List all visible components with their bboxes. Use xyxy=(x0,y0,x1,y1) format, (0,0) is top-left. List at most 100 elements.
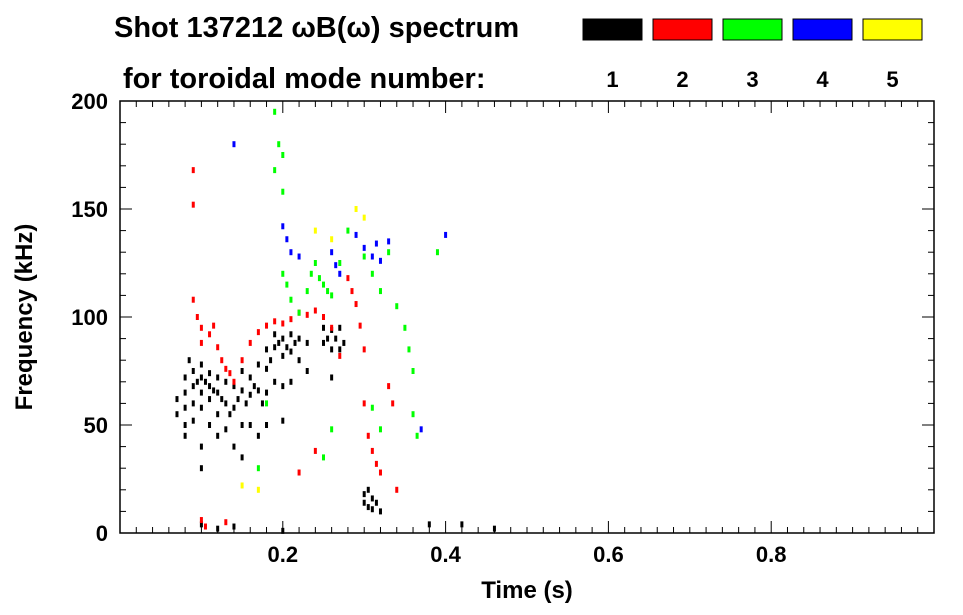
data-point-mode-1 xyxy=(199,465,203,472)
data-point-mode-1 xyxy=(427,521,431,528)
data-point-mode-2 xyxy=(387,383,391,390)
data-point-mode-1 xyxy=(183,404,187,411)
data-point-mode-3 xyxy=(281,152,285,158)
data-point-mode-2 xyxy=(378,469,382,476)
data-point-mode-2 xyxy=(232,378,236,385)
data-point-mode-1 xyxy=(460,521,464,528)
data-point-mode-1 xyxy=(212,387,216,394)
data-point-mode-3 xyxy=(387,249,391,256)
data-point-mode-3 xyxy=(326,288,330,295)
data-point-mode-2 xyxy=(199,324,203,331)
data-point-mode-1 xyxy=(208,396,212,403)
data-point-mode-1 xyxy=(342,339,346,346)
data-point-mode-3 xyxy=(378,426,382,433)
data-point-mode-1 xyxy=(248,374,252,381)
data-point-mode-1 xyxy=(305,339,309,346)
data-point-mode-1 xyxy=(281,335,285,342)
data-point-mode-4 xyxy=(370,253,374,260)
legend-swatch-2 xyxy=(652,18,713,41)
data-point-mode-3 xyxy=(313,260,317,266)
data-point-mode-5 xyxy=(330,236,334,243)
data-point-mode-1 xyxy=(224,378,228,385)
data-point-mode-2 xyxy=(350,288,354,295)
data-point-mode-3 xyxy=(407,346,411,353)
y-tick-label: 0 xyxy=(96,521,108,546)
data-point-mode-1 xyxy=(265,365,269,372)
data-point-mode-1 xyxy=(199,361,203,368)
data-point-mode-1 xyxy=(208,370,212,377)
data-point-mode-1 xyxy=(362,491,366,498)
data-point-mode-2 xyxy=(273,318,277,325)
data-point-mode-3 xyxy=(322,454,325,461)
data-point-mode-1 xyxy=(289,378,293,385)
data-point-mode-1 xyxy=(248,422,252,428)
data-point-mode-1 xyxy=(289,348,293,355)
data-point-mode-4 xyxy=(354,231,358,238)
data-point-mode-1 xyxy=(256,361,260,368)
data-point-mode-1 xyxy=(370,495,374,502)
data-point-mode-1 xyxy=(183,389,187,396)
data-point-mode-1 xyxy=(216,411,220,418)
data-point-mode-1 xyxy=(289,331,293,338)
x-tick-label: 0.6 xyxy=(593,542,624,567)
data-point-mode-1 xyxy=(330,346,334,353)
data-point-mode-1 xyxy=(175,411,179,418)
data-point-mode-2 xyxy=(358,322,362,329)
data-point-mode-3 xyxy=(309,270,313,277)
data-point-mode-4 xyxy=(419,426,423,433)
data-point-mode-3 xyxy=(338,260,342,266)
data-point-mode-1 xyxy=(273,331,277,338)
data-point-mode-3 xyxy=(411,411,415,418)
data-point-mode-2 xyxy=(224,365,228,372)
data-point-mode-2 xyxy=(289,316,293,323)
data-point-mode-4 xyxy=(334,262,338,269)
legend-label-4: 4 xyxy=(816,67,829,92)
data-point-mode-2 xyxy=(212,322,216,329)
data-point-mode-1 xyxy=(224,400,228,407)
data-point-mode-1 xyxy=(199,374,203,381)
data-point-mode-3 xyxy=(265,400,269,407)
data-point-mode-1 xyxy=(232,523,236,530)
data-point-mode-2 xyxy=(208,331,212,338)
data-point-mode-4 xyxy=(362,244,366,251)
data-point-mode-2 xyxy=(305,311,309,318)
data-point-mode-1 xyxy=(492,525,496,532)
data-point-mode-3 xyxy=(281,188,285,195)
data-point-mode-1 xyxy=(240,422,244,428)
data-point-mode-3 xyxy=(411,368,415,374)
data-point-mode-1 xyxy=(265,389,269,396)
data-point-mode-1 xyxy=(228,411,232,418)
data-point-mode-2 xyxy=(248,339,252,346)
data-point-mode-2 xyxy=(374,460,378,467)
data-point-mode-1 xyxy=(297,335,301,342)
data-point-mode-2 xyxy=(220,357,224,364)
legend-label-2: 2 xyxy=(676,67,688,92)
data-point-mode-3 xyxy=(403,324,407,331)
data-point-mode-4 xyxy=(232,141,236,148)
x-axis-label: Time (s) xyxy=(481,577,573,604)
legend-label-5: 5 xyxy=(886,67,898,92)
data-point-mode-2 xyxy=(313,447,317,454)
y-axis-label: Frequency (kHz) xyxy=(11,224,38,411)
data-point-mode-2 xyxy=(313,307,317,314)
data-point-mode-1 xyxy=(273,378,277,385)
data-point-mode-1 xyxy=(216,432,220,439)
data-point-mode-1 xyxy=(220,396,224,403)
data-point-mode-2 xyxy=(224,519,228,526)
data-point-mode-1 xyxy=(232,443,236,450)
data-point-mode-4 xyxy=(387,238,391,245)
x-tick-label: 0.2 xyxy=(268,542,299,567)
data-point-mode-2 xyxy=(362,400,366,407)
data-point-mode-2 xyxy=(228,370,232,377)
data-point-mode-1 xyxy=(191,400,195,407)
data-point-mode-1 xyxy=(305,368,309,374)
data-point-mode-1 xyxy=(252,383,256,390)
data-point-mode-1 xyxy=(208,422,212,428)
data-point-mode-2 xyxy=(216,344,220,351)
data-point-mode-1 xyxy=(256,432,260,439)
data-point-mode-1 xyxy=(232,404,236,411)
data-point-mode-1 xyxy=(281,417,285,424)
data-point-mode-2 xyxy=(330,324,334,331)
data-point-mode-1 xyxy=(285,344,289,351)
data-point-mode-1 xyxy=(183,374,187,381)
